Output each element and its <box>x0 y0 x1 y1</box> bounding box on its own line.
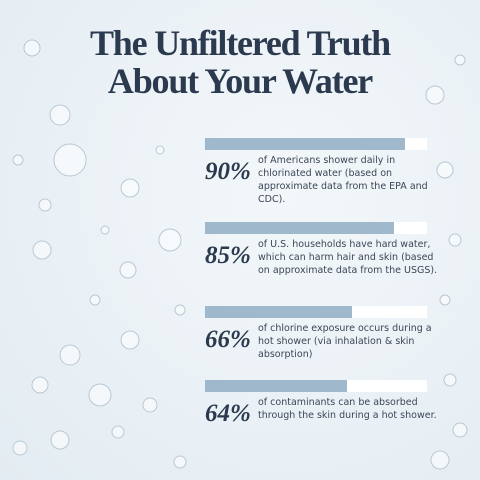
description: of contaminants can be absorbed through … <box>258 397 437 421</box>
bar <box>205 380 348 392</box>
bar <box>205 306 352 318</box>
chart-title: The Unfiltered Truth About Your Water <box>89 23 391 101</box>
description: of Americans shower daily in chlorinated… <box>258 155 428 205</box>
value-label: 85% <box>205 242 251 269</box>
value-label: 64% <box>205 400 251 427</box>
value-label: 90% <box>205 158 251 185</box>
bar <box>205 222 394 234</box>
description: of chlorine exposure occurs during a hot… <box>258 323 432 360</box>
value-label: 66% <box>205 326 251 353</box>
description: of U.S. households have hard water, whic… <box>258 239 438 276</box>
bar <box>205 138 405 150</box>
